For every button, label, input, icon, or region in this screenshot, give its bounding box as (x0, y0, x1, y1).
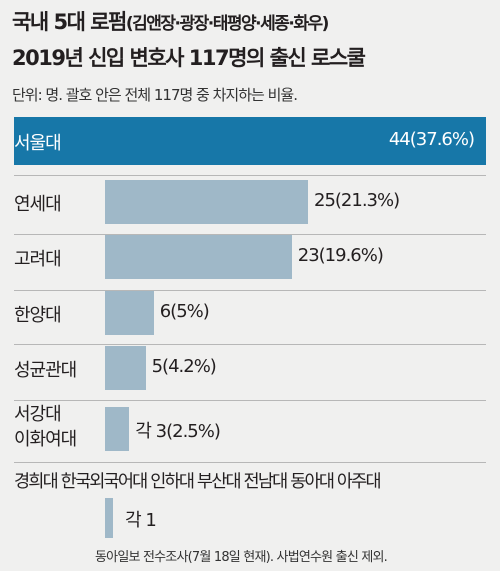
category-label-line: 이화여대 (14, 429, 77, 450)
bar (105, 180, 308, 224)
row-divider (14, 344, 486, 345)
bar (105, 407, 130, 451)
row-divider (14, 234, 486, 235)
chart-subtitle: 단위: 명. 괄호 안은 전체 117명 중 차지하는 비율. (12, 86, 298, 104)
chart-row (0, 175, 500, 231)
data-label: 25(21.3%) (314, 190, 400, 211)
bar (105, 498, 114, 538)
category-label: 고려대 (14, 249, 62, 270)
category-label: 연세대 (14, 194, 62, 215)
chart-row (0, 400, 500, 460)
row-divider (14, 462, 486, 463)
row-divider (14, 175, 486, 176)
data-label: 각 1 (125, 510, 157, 531)
title-main: 국내 5대 로펌 (12, 10, 127, 34)
bar (14, 117, 486, 165)
category-label: 성균관대 (14, 360, 77, 381)
row-divider (14, 290, 486, 291)
chart-row (0, 344, 500, 398)
category-label: 한양대 (14, 305, 62, 326)
chart-row (0, 234, 500, 288)
data-label: 44(37.6%) (388, 129, 475, 150)
category-label: 서울대 (14, 133, 62, 154)
category-label-line: 서강대 (14, 404, 62, 425)
chart-row (0, 290, 500, 342)
title-firms: (김앤장·광장·태평양·세종·화우) (125, 14, 330, 34)
chart-title-line2: 2019년 신입 변호사 117명의 출신 로스쿨 (12, 46, 366, 70)
footnote: 동아일보 전수조사(7월 18일 현재). 사법연수원 출신 제외. (95, 550, 388, 565)
data-label: 5(4.2%) (151, 356, 217, 377)
data-label: 각 3(2.5%) (135, 421, 221, 442)
bar (105, 291, 154, 335)
data-label: 6(5%) (159, 301, 210, 322)
row-divider (14, 400, 486, 401)
bar (105, 346, 146, 390)
bar (105, 235, 292, 279)
data-label: 23(19.6%) (297, 245, 384, 266)
chart-title-line1: 국내 5대 로펌(김앤장·광장·태평양·세종·화우) (12, 6, 330, 36)
category-label: 경희대 한국외국어대 인하대 부산대 전남대 동아대 아주대 (14, 472, 382, 492)
